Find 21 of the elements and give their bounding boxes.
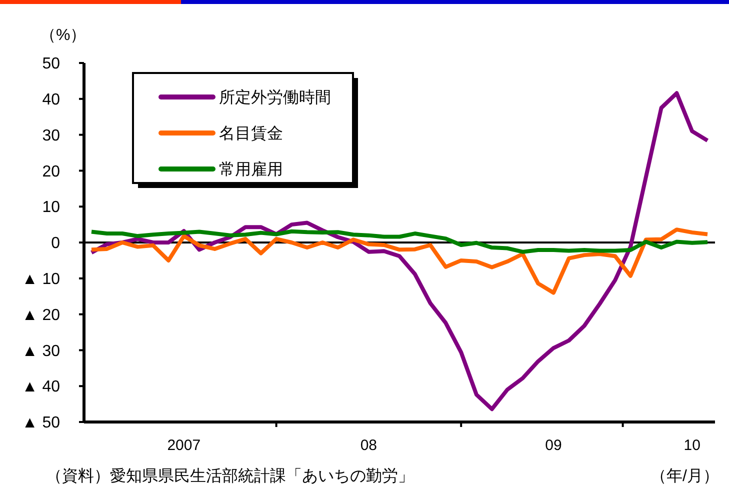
text: （資料）愛知県県民生活部統計課「あいちの勤労」: [46, 467, 414, 485]
y-tick-label: ▲ 40: [22, 378, 60, 396]
x-axis-title: （年/月）: [650, 468, 719, 485]
legend-label: 名目賃金: [219, 124, 283, 143]
x-tick-label: 2007: [167, 437, 201, 454]
y-tick-label: 30: [42, 127, 60, 144]
y-tick-label: 10: [42, 199, 60, 216]
x-tick-label: 10: [684, 437, 700, 454]
y-tick-label: 50: [42, 56, 60, 73]
x-tick-label: 09: [545, 437, 562, 454]
y-tick-label: ▲ 30: [22, 342, 60, 360]
legend-label: 所定外労働時間: [219, 88, 331, 107]
legend-label: 常用雇用: [219, 160, 283, 179]
y-axis-title: （%）: [40, 27, 86, 44]
x-tick-label: 08: [360, 437, 378, 454]
y-tick-label: 0: [51, 235, 60, 252]
y-tick-label: 20: [42, 163, 60, 180]
y-tick-label: 40: [42, 92, 60, 108]
y-tick-label: ▲ 10: [22, 271, 60, 288]
y-tick-label: ▲ 50: [22, 414, 60, 432]
y-tick-label: ▲ 20: [22, 306, 60, 324]
